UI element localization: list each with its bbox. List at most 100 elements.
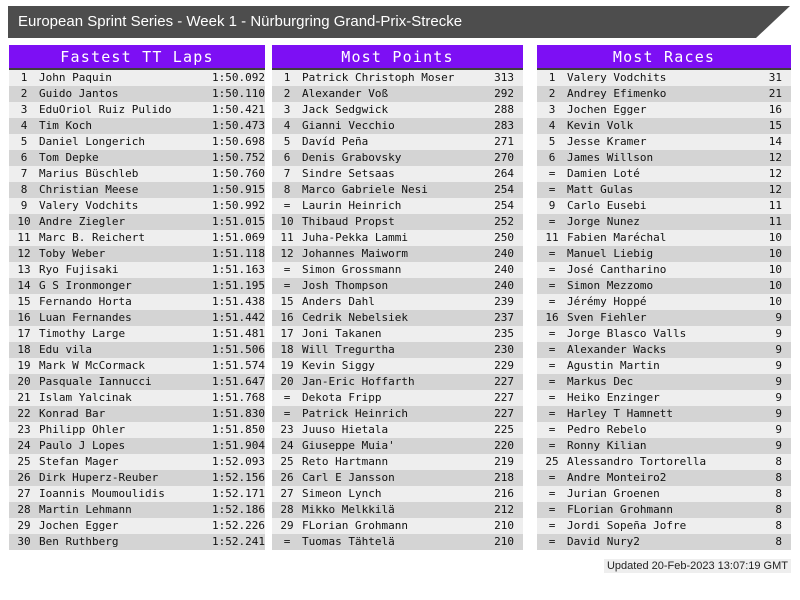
row-value: 9 [775, 327, 782, 340]
row-driver-name: Alexander Wacks [567, 343, 667, 356]
table-row: = Patrick Heinrich 227 [272, 406, 523, 422]
row-position: 27 [280, 487, 294, 500]
row-driver-name: Andre Ziegler [39, 215, 126, 228]
table-row: = Alexander Wacks 9 [537, 342, 791, 358]
row-position: 9 [548, 199, 556, 212]
table-row: 13 Ryo Fujisaki 1:51.163 [9, 262, 265, 278]
row-value: 270 [494, 151, 514, 164]
row-value: 10 [768, 279, 782, 292]
row-position: 19 [17, 359, 31, 372]
row-position: = [548, 167, 556, 180]
row-driver-name: Timothy Large [39, 327, 126, 340]
row-value: 271 [494, 135, 514, 148]
table-row: 4 Kevin Volk 15 [537, 118, 791, 134]
row-value: 239 [494, 295, 514, 308]
row-driver-name: Jan-Eric Hoffarth [302, 375, 415, 388]
row-value: 21 [768, 87, 782, 100]
row-value: 1:52.093 [212, 455, 265, 468]
row-position: 15 [280, 295, 294, 308]
row-driver-name: Carl E Jansson [302, 471, 395, 484]
row-position: 30 [17, 535, 31, 548]
row-driver-name: Guido Jantos [39, 87, 119, 100]
row-position: = [548, 327, 556, 340]
row-value: 15 [768, 119, 782, 132]
row-position: = [283, 535, 291, 548]
table-row: 18 Will Tregurtha 230 [272, 342, 523, 358]
row-driver-name: Philipp Ohler [39, 423, 126, 436]
row-position: 23 [17, 423, 31, 436]
row-position: = [548, 391, 556, 404]
row-value: 1:51.830 [212, 407, 265, 420]
table-row: = Josh Thompson 240 [272, 278, 523, 294]
row-driver-name: Matt Gulas [567, 183, 634, 196]
row-position: 17 [17, 327, 31, 340]
row-driver-name: José Cantharino [567, 263, 667, 276]
table-row: 1 Valery Vodchits 31 [537, 70, 791, 86]
row-driver-name: Dirk Huperz-Reuber [39, 471, 159, 484]
row-value: 9 [775, 407, 782, 420]
row-driver-name: Tuomas Tähtelä [302, 535, 395, 548]
table-row: 26 Carl E Jansson 218 [272, 470, 523, 486]
row-value: 9 [775, 343, 782, 356]
row-value: 237 [494, 311, 514, 324]
row-value: 10 [768, 247, 782, 260]
row-driver-name: EduOriol Ruiz Pulido [39, 103, 172, 116]
table-row: 5 Davíd Peña 271 [272, 134, 523, 150]
row-position: = [283, 263, 291, 276]
row-position: 12 [17, 247, 31, 260]
row-position: 3 [20, 103, 28, 116]
table-row: 24 Paulo J Lopes 1:51.904 [9, 438, 265, 454]
table-row: 10 Andre Ziegler 1:51.015 [9, 214, 265, 230]
row-value: 14 [768, 135, 782, 148]
row-value: 1:51.438 [212, 295, 265, 308]
row-value: 1:51.904 [212, 439, 265, 452]
row-position: = [548, 487, 556, 500]
row-value: 1:50.698 [212, 135, 265, 148]
row-driver-name: FLorian Grohmann [302, 519, 408, 532]
row-position: = [548, 407, 556, 420]
row-driver-name: Dekota Fripp [302, 391, 382, 404]
table-row: = Harley T Hamnett 9 [537, 406, 791, 422]
table-row: = José Cantharino 10 [537, 262, 791, 278]
table-row: = Markus Dec 9 [537, 374, 791, 390]
row-value: 313 [494, 71, 514, 84]
row-value: 1:52.241 [212, 535, 265, 548]
row-driver-name: Carlo Eusebi [567, 199, 647, 212]
row-value: 219 [494, 455, 514, 468]
row-position: 4 [20, 119, 28, 132]
row-value: 227 [494, 407, 514, 420]
table-row: = Pedro Rebelo 9 [537, 422, 791, 438]
row-driver-name: Will Tregurtha [302, 343, 395, 356]
row-value: 12 [768, 183, 782, 196]
row-position: 16 [545, 311, 559, 324]
row-value: 1:52.226 [212, 519, 265, 532]
table-row: 1 Patrick Christoph Moser 313 [272, 70, 523, 86]
row-position: 17 [280, 327, 294, 340]
row-position: 6 [548, 151, 556, 164]
row-value: 227 [494, 375, 514, 388]
row-value: 240 [494, 279, 514, 292]
table-row: 25 Stefan Mager 1:52.093 [9, 454, 265, 470]
table-row: 10 Thibaud Propst 252 [272, 214, 523, 230]
row-value: 11 [768, 215, 782, 228]
row-position: 16 [280, 311, 294, 324]
table-row: = FLorian Grohmann 8 [537, 502, 791, 518]
row-position: 21 [17, 391, 31, 404]
row-position: 25 [545, 455, 559, 468]
row-position: 29 [280, 519, 294, 532]
row-position: 24 [280, 439, 294, 452]
table-row: = Ronny Kilian 9 [537, 438, 791, 454]
row-driver-name: Andrey Efimenko [567, 87, 667, 100]
row-driver-name: Kevin Siggy [302, 359, 375, 372]
row-position: 2 [283, 87, 291, 100]
table-row: 5 Daniel Longerich 1:50.698 [9, 134, 265, 150]
row-driver-name: Patrick Heinrich [302, 407, 408, 420]
table-row: 8 Christian Meese 1:50.915 [9, 182, 265, 198]
table-row: 9 Carlo Eusebi 11 [537, 198, 791, 214]
row-driver-name: Giuseppe Muia' [302, 439, 395, 452]
leaderboard-table-most-points: 1 Patrick Christoph Moser 313 2 Alexander Vo… [272, 70, 523, 550]
table-body-2: 1 Valery Vodchits 31 2 Andrey Efimenko 21 3 Joc… [537, 70, 791, 550]
leaderboard-table-most-races: 1 Valery Vodchits 31 2 Andrey Efimenko 21 3 Joc… [537, 70, 791, 550]
row-position: 5 [548, 135, 556, 148]
table-row: 5 Jesse Kramer 14 [537, 134, 791, 150]
